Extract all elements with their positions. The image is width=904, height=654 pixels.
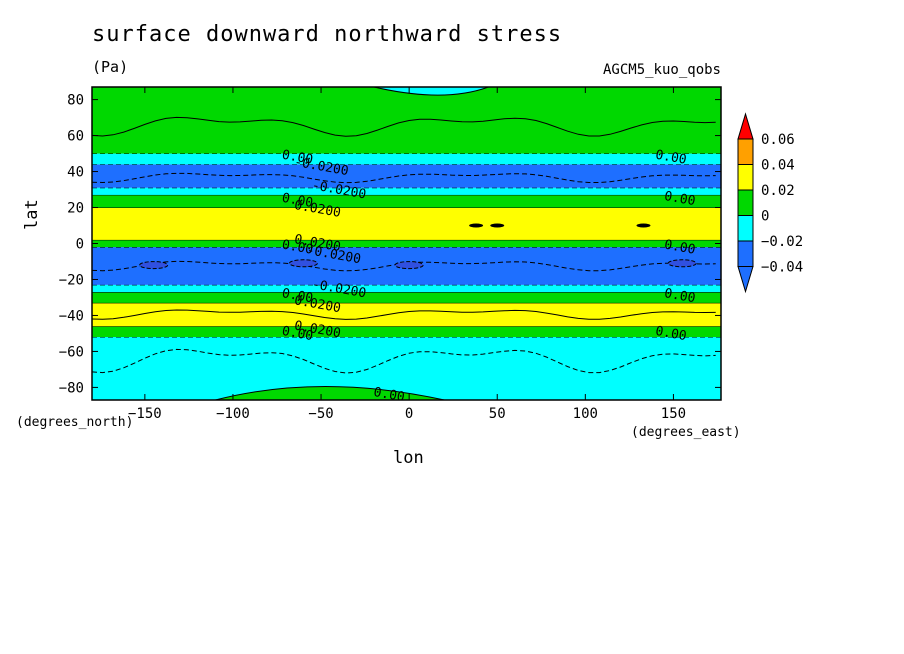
model-label: AGCM5_kuo_qobs xyxy=(602,62,721,78)
contour-line xyxy=(92,116,716,137)
contour-label: 0.00 xyxy=(663,238,696,258)
contour-label: 0.00 xyxy=(654,148,687,168)
band xyxy=(92,194,721,208)
contour-region xyxy=(373,87,489,96)
contour-line xyxy=(92,309,716,320)
contour-region xyxy=(636,223,651,228)
band xyxy=(92,284,721,293)
band xyxy=(92,187,721,195)
band xyxy=(92,153,721,165)
contour-label: 0.00 xyxy=(281,148,314,168)
colorbar-label: 0.02 xyxy=(761,183,795,199)
band xyxy=(92,164,721,188)
colorbar-label: −0.04 xyxy=(761,260,803,276)
band xyxy=(92,207,721,240)
colorbar-segment xyxy=(737,138,754,165)
y-tick-label: 20 xyxy=(67,201,84,217)
y-tick-label: −60 xyxy=(59,344,84,360)
contour-region xyxy=(667,259,697,268)
colorbar-segment xyxy=(737,215,754,242)
contour-label: 0.00 xyxy=(281,324,314,344)
y-tick-label: 40 xyxy=(67,165,84,181)
x-tick-label: 0 xyxy=(405,406,413,422)
contour-region xyxy=(469,223,484,228)
x-axis-label: lon xyxy=(393,448,424,468)
contour-label: 0.00 xyxy=(281,286,314,306)
x-unit-label: (degrees_east) xyxy=(631,425,741,440)
band xyxy=(92,292,721,303)
contour-label: 0.00 xyxy=(663,189,696,209)
band xyxy=(92,337,721,400)
contour-region xyxy=(215,386,445,400)
contour-region xyxy=(490,223,505,228)
contour-region xyxy=(288,259,318,268)
colorbar-under xyxy=(737,266,754,294)
contour-region xyxy=(394,261,424,270)
colorbar-over xyxy=(737,112,754,140)
colorbar-label: −0.02 xyxy=(761,234,803,250)
contour-label: 0.00 xyxy=(663,286,696,306)
band xyxy=(92,326,721,338)
x-tick-label: 50 xyxy=(489,406,506,422)
x-tick-label: −100 xyxy=(216,406,250,422)
band xyxy=(92,87,721,154)
x-tick-label: 100 xyxy=(573,406,598,422)
colorbar-segment xyxy=(737,189,754,216)
band xyxy=(92,239,721,248)
chart-title: surface downward northward stress xyxy=(92,22,563,47)
contour-region xyxy=(139,261,169,270)
colorbar-label: 0.04 xyxy=(761,158,795,174)
units-label: (Pa) xyxy=(92,58,129,76)
colorbar-segment xyxy=(737,240,754,267)
x-tick-label: −150 xyxy=(128,406,162,422)
contour-line xyxy=(92,172,716,184)
contour-label: 0.00 xyxy=(372,385,405,405)
y-tick-label: 60 xyxy=(67,129,84,145)
x-tick-label: −50 xyxy=(308,406,333,422)
contour-label: 0.00 xyxy=(654,324,687,344)
y-unit-label: (degrees_north) xyxy=(16,415,134,430)
y-tick-label: −80 xyxy=(59,380,84,396)
y-tick-label: 0 xyxy=(76,237,84,253)
colorbar-label: 0 xyxy=(761,209,769,225)
colorbar-segment xyxy=(737,164,754,191)
colorbar-label: 0.06 xyxy=(761,132,795,148)
x-tick-label: 150 xyxy=(661,406,686,422)
y-tick-label: −20 xyxy=(59,272,84,288)
contour-line xyxy=(92,348,716,374)
contour-label: 0.00 xyxy=(281,191,314,211)
y-tick-label: 80 xyxy=(67,93,84,109)
y-tick-label: −40 xyxy=(59,308,84,324)
contour-label: 0.00 xyxy=(281,238,314,258)
band xyxy=(92,302,721,327)
